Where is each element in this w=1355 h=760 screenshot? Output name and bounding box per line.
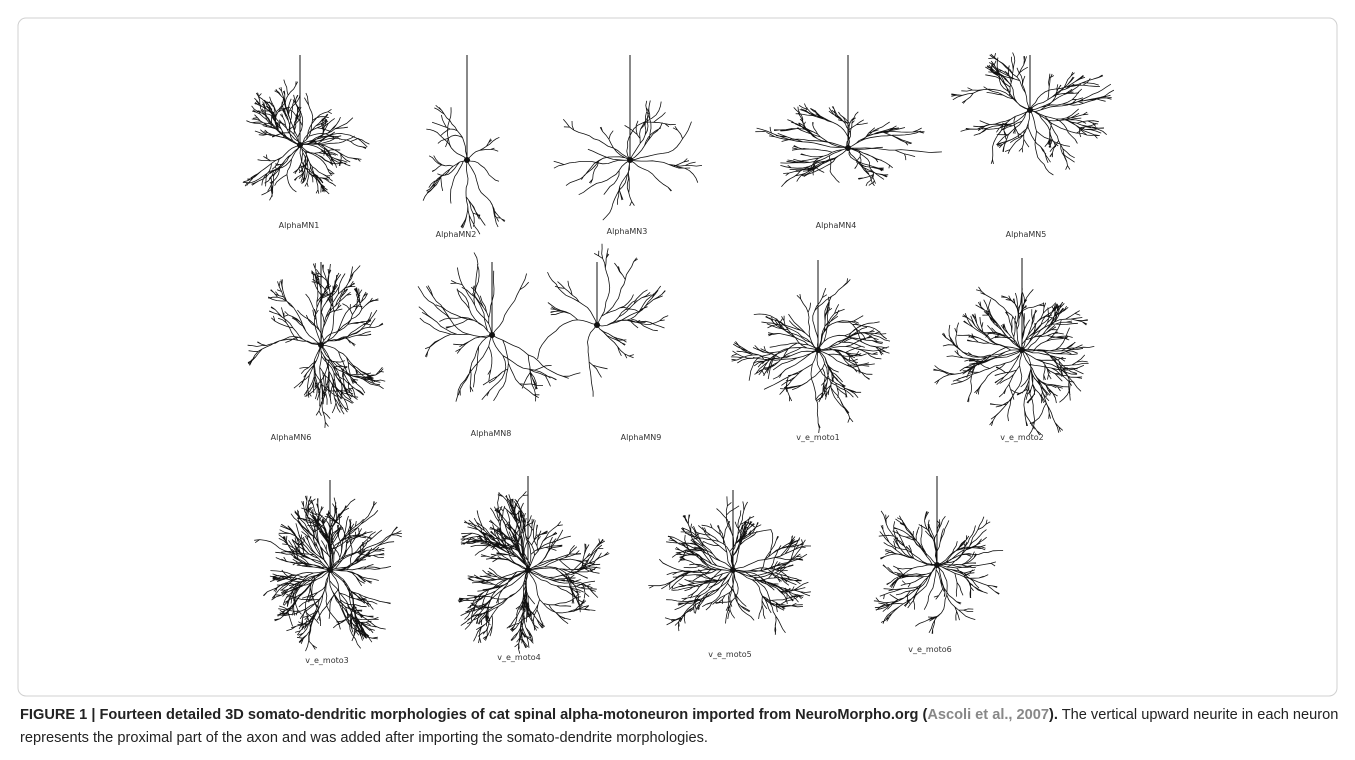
figure: AlphaMN1 AlphaMN2 AlphaMN3 AlphaMN4 AlphaMN5… [0, 0, 1355, 700]
soma [1027, 107, 1033, 113]
figure-frame [18, 18, 1337, 696]
neuron: AlphaMN5 [951, 53, 1114, 240]
dendrites [874, 511, 1003, 634]
dendrites [423, 105, 505, 234]
neuron: AlphaMN6 [248, 262, 386, 442]
neuron-label: v_e_moto2 [1000, 433, 1043, 442]
soma [489, 332, 495, 338]
neuron: AlphaMN8 [418, 253, 580, 439]
soma [525, 567, 531, 573]
caption-bold-close: ). [1049, 707, 1058, 723]
neuron: AlphaMN3 [554, 55, 702, 236]
dendrites [731, 278, 890, 433]
neuron: v_e_moto2 [933, 258, 1094, 442]
dendrites [243, 80, 370, 201]
neuron: v_e_moto3 [254, 480, 402, 665]
caption-bold: FIGURE 1 | Fourteen detailed 3D somato-d… [20, 707, 927, 723]
soma [1019, 347, 1025, 353]
soma [327, 567, 333, 573]
neuron: v_e_moto5 [648, 490, 811, 659]
soma [934, 562, 940, 568]
neuron-label: v_e_moto3 [305, 656, 348, 665]
neuron-label: AlphaMN3 [607, 227, 648, 236]
soma [318, 342, 324, 348]
soma [464, 157, 470, 163]
neuron: AlphaMN2 [423, 55, 505, 239]
soma [297, 142, 303, 148]
dendrites [933, 287, 1094, 436]
neuron: v_e_moto1 [731, 260, 890, 442]
neuron-label: AlphaMN2 [436, 230, 477, 239]
neuron-label: AlphaMN9 [621, 433, 662, 442]
neuron: AlphaMN1 [243, 55, 370, 230]
neuron-label: AlphaMN5 [1006, 230, 1047, 239]
neuron-label: v_e_moto6 [908, 645, 951, 654]
neuron-label: v_e_moto5 [708, 650, 751, 659]
citation[interactable]: Ascoli et al., 2007 [927, 707, 1049, 723]
soma [845, 145, 851, 151]
dendrites [648, 496, 811, 634]
neuron-label: AlphaMN6 [271, 433, 312, 442]
neuron: v_e_moto6 [874, 476, 1003, 654]
neuron: AlphaMN9 [538, 244, 669, 442]
dendrites [248, 263, 386, 428]
neuron: AlphaMN4 [755, 55, 942, 230]
dendrites [418, 253, 580, 402]
dendrites [458, 491, 609, 653]
dendrites [538, 244, 669, 397]
soma [594, 322, 600, 328]
dendrites [254, 496, 402, 651]
neuron-label: AlphaMN8 [471, 429, 512, 438]
neuron: v_e_moto4 [458, 476, 609, 662]
neuron-label: v_e_moto4 [497, 653, 540, 662]
dendrites [951, 53, 1114, 176]
neuron-label: AlphaMN4 [816, 221, 857, 230]
caption: FIGURE 1 | Fourteen detailed 3D somato-d… [20, 704, 1340, 750]
neuron-label: AlphaMN1 [279, 221, 320, 230]
neuron-label: v_e_moto1 [796, 433, 839, 442]
soma [730, 567, 736, 573]
soma [627, 157, 633, 163]
soma [815, 347, 821, 353]
page: AlphaMN1 AlphaMN2 AlphaMN3 AlphaMN4 AlphaMN5… [0, 0, 1355, 760]
